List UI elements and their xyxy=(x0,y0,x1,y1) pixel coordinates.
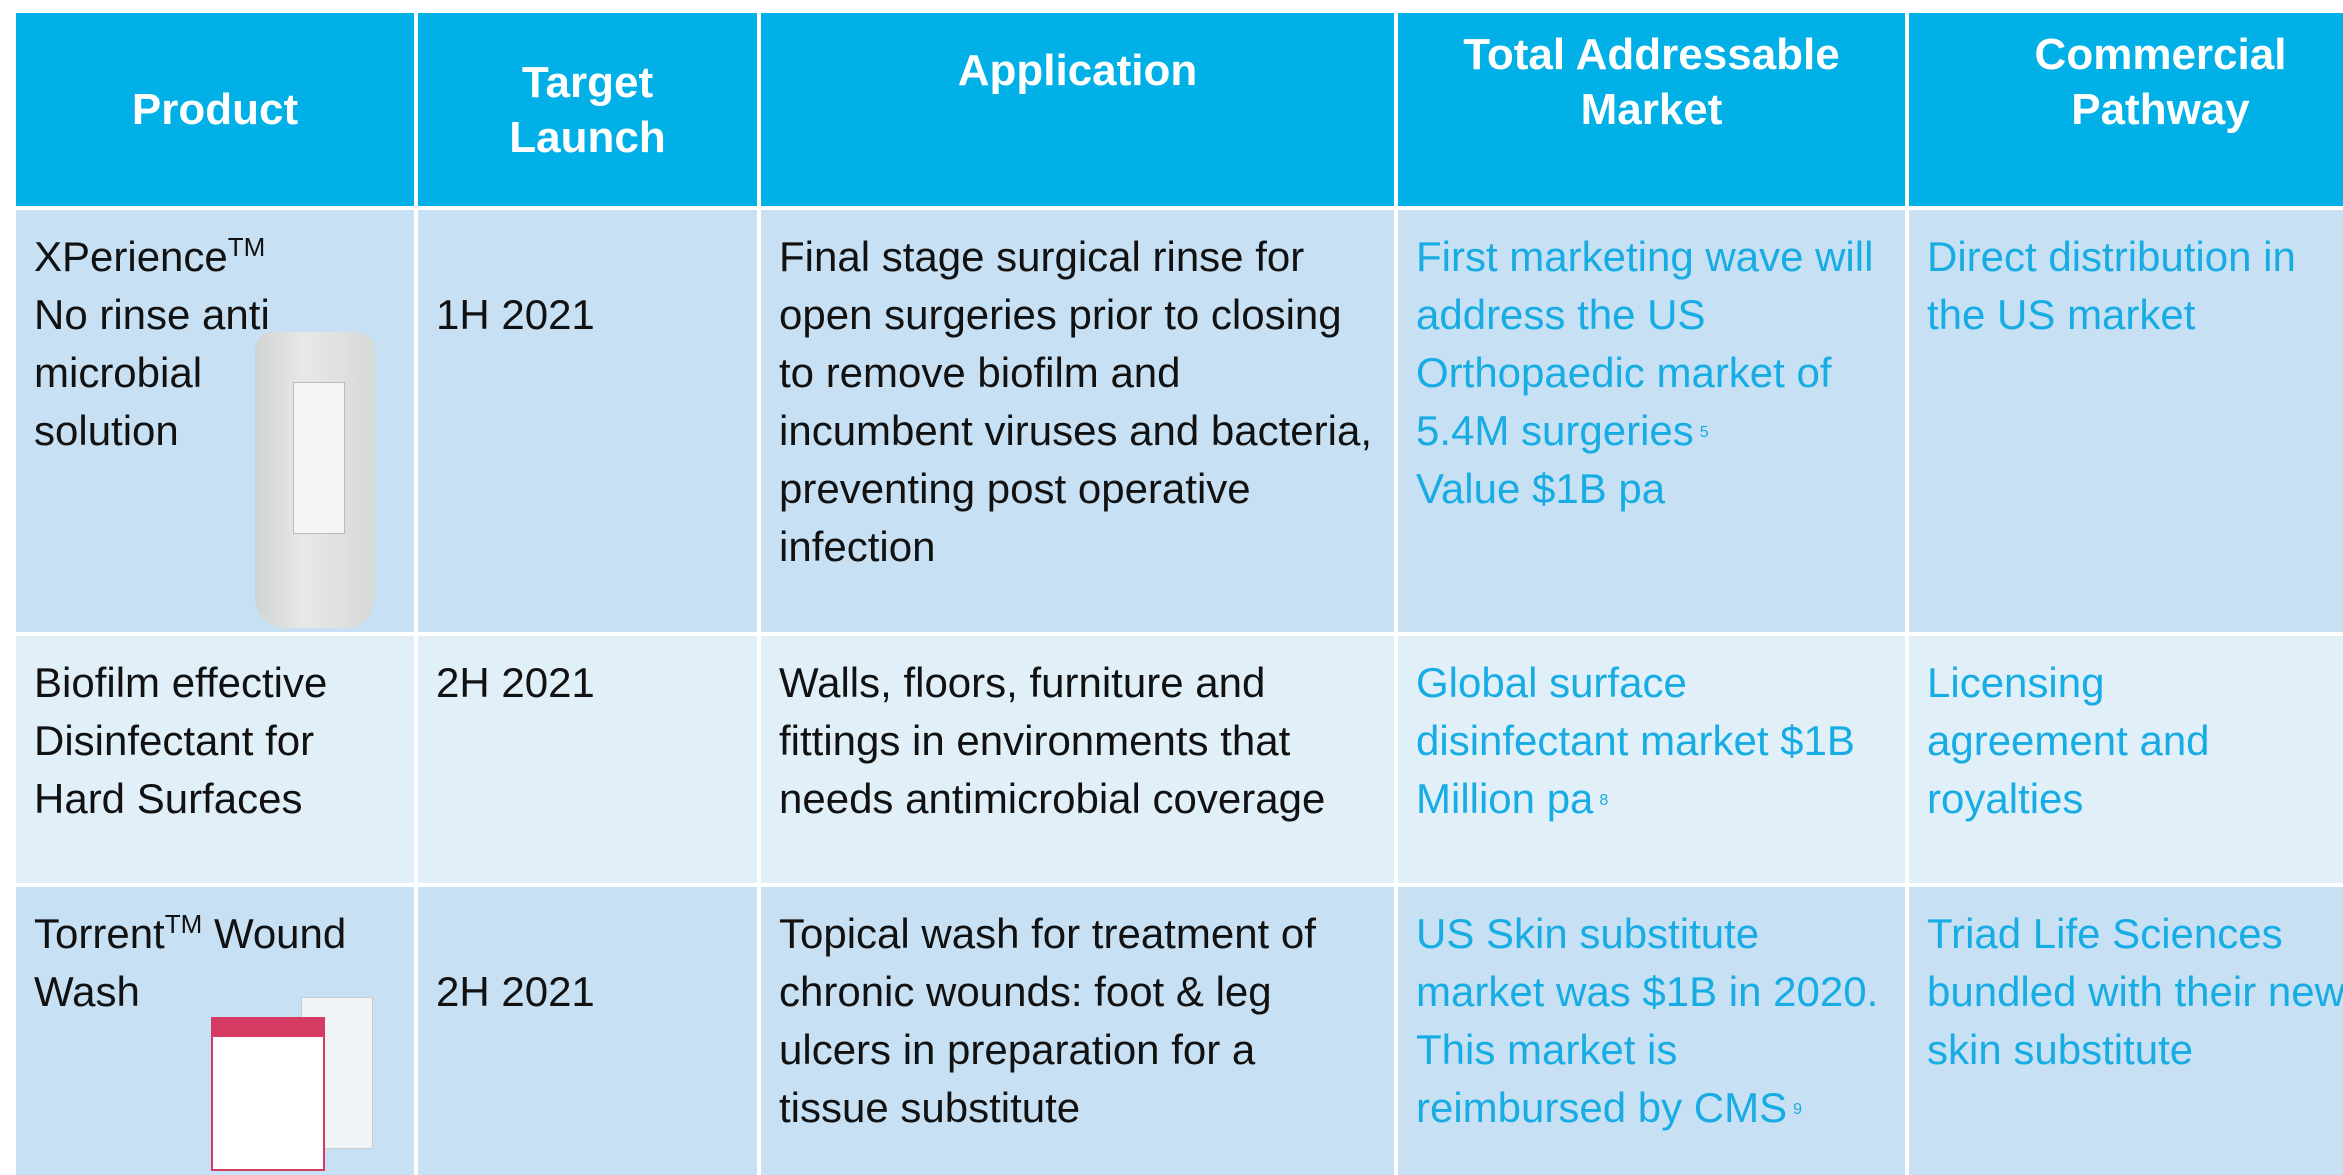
header-cell: Product xyxy=(12,9,418,210)
trademark: TM xyxy=(164,909,203,939)
product-desc: No rinse anti microbial solution xyxy=(34,291,282,454)
product-image xyxy=(211,997,373,1171)
launch-cell: 1H 2021 xyxy=(414,206,761,636)
table-row: Biofilm effective Disinfectant for Hard … xyxy=(12,632,2343,887)
product-desc: Wound Wash xyxy=(34,910,358,1015)
product-table: Product Target Launch Application Total … xyxy=(12,9,2343,1175)
product-image xyxy=(255,332,375,628)
application-cell: Final stage surgical rinse for open surg… xyxy=(757,206,1398,636)
product-cell: XPerienceTM No rinse anti microbial solut… xyxy=(12,206,418,636)
footnote: 8 xyxy=(1599,792,1609,809)
application-cell: Topical wash for treatment of chronic wo… xyxy=(757,883,1398,1175)
pathway-cell: Licensing agreement and royalties xyxy=(1905,632,2343,887)
market-text: US Skin substitute market was $1B in 202… xyxy=(1416,910,1901,1131)
header-text: Commercial Pathway xyxy=(2034,30,2299,134)
footnote: 9 xyxy=(1793,1101,1803,1118)
footnote: 5 xyxy=(1699,424,1709,441)
table-row: TorrentTM Wound Wash 2H 2021 Topical was… xyxy=(12,883,2343,1175)
pathway-cell: Direct distribution in the US market xyxy=(1905,206,2343,636)
pathway-text: Licensing agreement and royalties xyxy=(1927,659,2222,822)
header-text: Target Launch xyxy=(509,57,666,162)
product-name: Torrent xyxy=(34,910,165,957)
header-row: Product Target Launch Application Total … xyxy=(12,9,2343,210)
market-cell: US Skin substitute market was $1B in 202… xyxy=(1394,883,1909,1175)
market-value: Value $1B pa xyxy=(1416,465,1666,512)
image-part xyxy=(213,1019,323,1037)
image-part xyxy=(211,1017,325,1171)
image-label xyxy=(293,382,345,534)
market-cell: First marketing wave will address the US… xyxy=(1394,206,1909,636)
header-cell: Target Launch xyxy=(414,9,761,210)
pathway-cell: Triad Life Sciences bundled with their n… xyxy=(1905,883,2343,1175)
header-cell: Total Addressable Market xyxy=(1394,9,1909,210)
product-cell: TorrentTM Wound Wash xyxy=(12,883,418,1175)
market-cell: Global surface disinfectant market $1B M… xyxy=(1394,632,1909,887)
table-row: XPerienceTM No rinse anti microbial solut… xyxy=(12,206,2343,636)
application-cell: Walls, floors, furniture and fittings in… xyxy=(757,632,1398,887)
market-text: First marketing wave will address the US… xyxy=(1416,233,1886,454)
product-name: XPerience xyxy=(34,233,228,280)
trademark: TM xyxy=(227,232,266,262)
market-text: Global surface disinfectant market $1B M… xyxy=(1416,659,1867,822)
launch-cell: 2H 2021 xyxy=(414,632,761,887)
header-cell: Commercial Pathway xyxy=(1905,9,2343,210)
product-cell: Biofilm effective Disinfectant for Hard … xyxy=(12,632,418,887)
launch-cell: 2H 2021 xyxy=(414,883,761,1175)
header-cell: Application xyxy=(757,9,1398,210)
pathway-text: Direct distribution in the US market xyxy=(1927,233,2308,338)
